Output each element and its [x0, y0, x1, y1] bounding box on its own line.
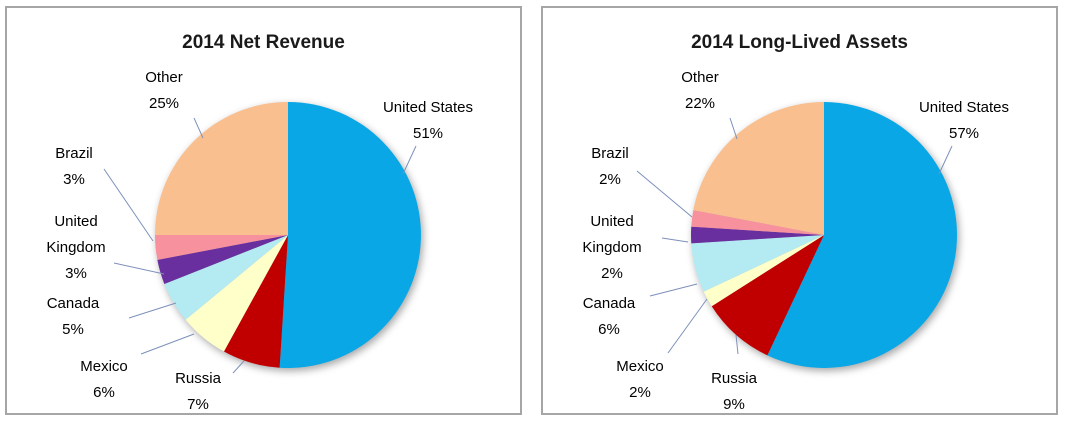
leader-line-other	[729, 117, 738, 140]
pie-label-united-kingdom: United Kingdom 3%	[30, 209, 122, 287]
pie-label-value: 2%	[599, 171, 621, 188]
pie-label-value: 25%	[148, 95, 180, 112]
pie-slice-russia	[711, 235, 824, 356]
chart-title: 2014 Net Revenue	[182, 32, 345, 53]
pie-slice-united-states	[767, 102, 958, 369]
pie-label-name: Other	[681, 69, 719, 86]
pie-label-value: 3%	[65, 265, 87, 282]
pie-label-value: 3%	[63, 171, 85, 188]
pie-slice-canada	[164, 235, 288, 320]
pie-label-value: 2%	[601, 265, 623, 282]
pie-label-name: Russia	[711, 370, 757, 387]
pie-label-name: United Kingdom	[582, 213, 642, 256]
pie-label-name: United States	[918, 99, 1010, 116]
leader-line-united-states	[938, 145, 953, 175]
leader-line-brazil	[636, 170, 693, 218]
pie-label-russia: Russia 9%	[684, 366, 784, 418]
pie-label-name: Canada	[582, 295, 636, 312]
pie-label-other: Other 22%	[650, 65, 750, 117]
chart-panel-long-lived-assets: 2014 Long-Lived Assets United States 57% R…	[541, 6, 1058, 415]
pie-label-name: United States	[382, 99, 474, 116]
pie-chart-long-lived-assets	[636, 102, 958, 369]
pie-label-mexico: Mexico 2%	[590, 354, 690, 406]
pie-label-value: 2%	[629, 384, 651, 401]
pie-label-other: Other 25%	[114, 65, 214, 117]
pie-label-name: Russia	[175, 370, 221, 387]
chart-title: 2014 Long-Lived Assets	[691, 32, 908, 53]
pie-label-name: Mexico	[616, 358, 664, 375]
leader-line-united-states	[402, 145, 417, 175]
leader-line-brazil	[103, 168, 154, 242]
leader-line-mexico	[140, 333, 195, 355]
pie-label-name: Other	[145, 69, 183, 86]
pie-label-name: Brazil	[591, 145, 629, 162]
pie-label-name: Brazil	[55, 145, 93, 162]
pie-label-name: United Kingdom	[46, 213, 106, 256]
leader-line-united-kingdom	[661, 237, 689, 243]
pie-label-value: 57%	[948, 125, 980, 142]
pie-label-canada: Canada 5%	[23, 291, 123, 343]
pie-slice-russia	[223, 235, 288, 368]
pie-label-united-states: United States 57%	[889, 95, 1039, 147]
leader-line-united-kingdom	[113, 262, 165, 275]
pie-slice-canada	[691, 235, 824, 292]
leader-line-canada	[649, 283, 698, 297]
leader-line-other	[193, 117, 204, 139]
pie-label-united-kingdom: United Kingdom 2%	[566, 209, 658, 287]
pie-slice-other	[155, 102, 288, 235]
pie-slice-brazil	[155, 235, 288, 260]
pie-label-value: 6%	[93, 384, 115, 401]
pie-label-brazil: Brazil 2%	[560, 141, 660, 193]
pie-slice-united-states	[279, 102, 421, 368]
pie-label-russia: Russia 7%	[148, 366, 248, 418]
pie-slice-united-kingdom	[690, 226, 824, 244]
pie-label-name: Canada	[46, 295, 100, 312]
pie-label-value: 7%	[187, 396, 209, 413]
pie-slice-united-kingdom	[157, 235, 288, 284]
pie-label-mexico: Mexico 6%	[54, 354, 154, 406]
pie-label-value: 5%	[62, 321, 84, 338]
pie-label-canada: Canada 6%	[559, 291, 659, 343]
pie-label-value: 9%	[723, 396, 745, 413]
pie-label-united-states: United States 51%	[353, 95, 503, 147]
leader-line-russia	[232, 360, 245, 374]
leader-line-russia	[735, 334, 739, 355]
pie-slice-mexico	[185, 235, 288, 352]
leader-line-canada	[128, 302, 177, 319]
chart-panel-net-revenue: 2014 Net Revenue United States 51% Russia 7…	[5, 6, 522, 415]
pie-label-value: 22%	[684, 95, 716, 112]
pie-label-name: Mexico	[80, 358, 128, 375]
pie-slice-other	[693, 102, 824, 235]
pie-slice-mexico	[703, 235, 824, 307]
pie-label-value: 51%	[412, 125, 444, 142]
pie-chart-net-revenue	[103, 102, 421, 374]
pie-label-value: 6%	[598, 321, 620, 338]
leader-line-mexico	[667, 298, 708, 354]
pie-label-brazil: Brazil 3%	[24, 141, 124, 193]
pie-slice-brazil	[691, 210, 824, 235]
